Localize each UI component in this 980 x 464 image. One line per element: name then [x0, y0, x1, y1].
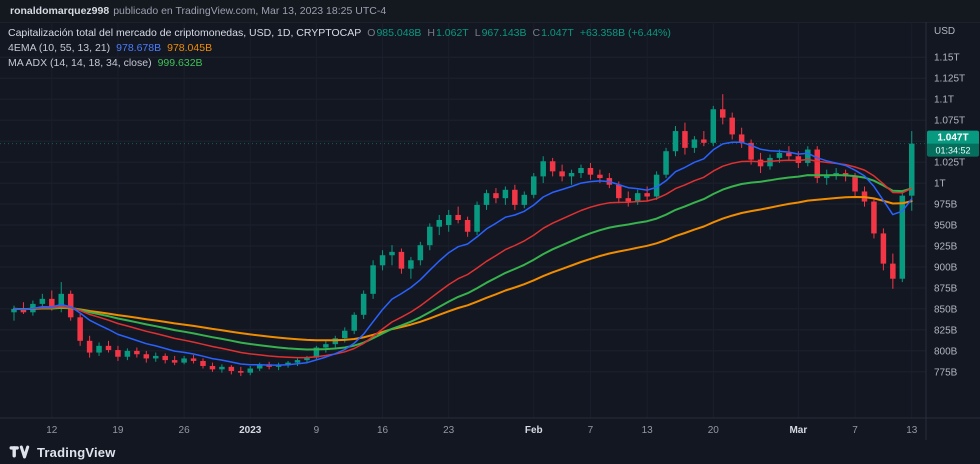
symbol-legend-row[interactable]: Capitalización total del mercado de crip… [8, 26, 671, 41]
candlesticks [11, 94, 915, 377]
footer: TradingView [0, 440, 980, 464]
maadx-value: 999.632B [157, 57, 203, 69]
svg-text:775B: 775B [934, 367, 958, 378]
svg-text:9: 9 [314, 425, 320, 436]
svg-text:800B: 800B [934, 346, 958, 357]
svg-text:1.15T: 1.15T [934, 53, 960, 64]
price-chart-svg[interactable]: USD1.15T1.125T1.1T1.075T1.05T1.025T1T975… [0, 22, 980, 440]
chart-area[interactable]: USD1.15T1.125T1.1T1.075T1.05T1.025T1T975… [0, 22, 980, 440]
current-price-label[interactable]: 1.047T 01:34:52 [927, 130, 979, 157]
ema-value-2: 978.045B [167, 42, 213, 54]
tradingview-logo-icon[interactable] [9, 445, 30, 459]
svg-text:20: 20 [708, 425, 720, 436]
time-axis[interactable]: 12 19 26 2023 9 16 23 Feb 7 13 20 Mar 7 13 [46, 425, 918, 436]
svg-text:825B: 825B [934, 325, 958, 336]
overlay-ma-adx-34 [13, 174, 913, 351]
svg-text:12: 12 [46, 425, 58, 436]
svg-text:1.025T: 1.025T [934, 158, 965, 169]
publish-info: publicado en TradingView.com, Mar 13, 20… [113, 5, 387, 17]
svg-text:26: 26 [179, 425, 191, 436]
overlay-ema10 [13, 141, 913, 366]
overlay-ema55 [13, 196, 913, 342]
svg-text:1.1T: 1.1T [934, 95, 954, 106]
svg-text:1.075T: 1.075T [934, 116, 965, 127]
svg-text:1T: 1T [934, 179, 946, 190]
svg-text:23: 23 [443, 425, 455, 436]
svg-text:900B: 900B [934, 262, 958, 273]
svg-text:7: 7 [852, 425, 858, 436]
symbol-title[interactable]: Capitalización total del mercado de crip… [8, 27, 362, 39]
overlay-ema21 [13, 158, 913, 359]
open-value: O985.048B [367, 27, 422, 39]
svg-text:1.047T: 1.047T [937, 133, 968, 144]
svg-text:Mar: Mar [789, 425, 807, 436]
svg-text:13: 13 [642, 425, 654, 436]
ema-value-1: 978.678B [116, 42, 162, 54]
svg-text:13: 13 [906, 425, 918, 436]
close-value: C1.047T [532, 27, 574, 39]
ema-legend-row[interactable]: 4EMA (10, 55, 13, 21) 978.678B 978.045B [8, 41, 671, 56]
svg-text:950B: 950B [934, 221, 958, 232]
username: ronaldomarquez998 [10, 5, 110, 17]
ema-indicator-label[interactable]: 4EMA (10, 55, 13, 21) [8, 42, 111, 54]
svg-text:19: 19 [112, 425, 124, 436]
svg-text:2023: 2023 [239, 425, 262, 436]
svg-text:7: 7 [588, 425, 594, 436]
svg-text:01:34:52: 01:34:52 [935, 146, 970, 156]
svg-text:16: 16 [377, 425, 389, 436]
price-axis[interactable]: USD1.15T1.125T1.1T1.075T1.05T1.025T1T975… [934, 26, 965, 378]
high-value: H1.062T [427, 27, 469, 39]
svg-text:USD: USD [934, 26, 955, 37]
change-value: +63.358B (+6.44%) [579, 27, 671, 39]
ma-overlays [13, 141, 913, 366]
chart-legend: Capitalización total del mercado de crip… [8, 26, 671, 71]
svg-text:1.125T: 1.125T [934, 74, 965, 85]
low-value: L967.143B [474, 27, 527, 39]
svg-text:925B: 925B [934, 242, 958, 253]
publish-header: ronaldomarquez998 publicado en TradingVi… [0, 0, 980, 23]
svg-text:875B: 875B [934, 283, 958, 294]
svg-text:850B: 850B [934, 304, 958, 315]
svg-text:975B: 975B [934, 200, 958, 211]
svg-text:Feb: Feb [525, 425, 543, 436]
maadx-indicator-label[interactable]: MA ADX (14, 14, 18, 34, close) [8, 57, 152, 69]
tradingview-wordmark[interactable]: TradingView [37, 444, 116, 460]
maadx-legend-row[interactable]: MA ADX (14, 14, 18, 34, close) 999.632B [8, 56, 671, 71]
grid [0, 22, 926, 418]
